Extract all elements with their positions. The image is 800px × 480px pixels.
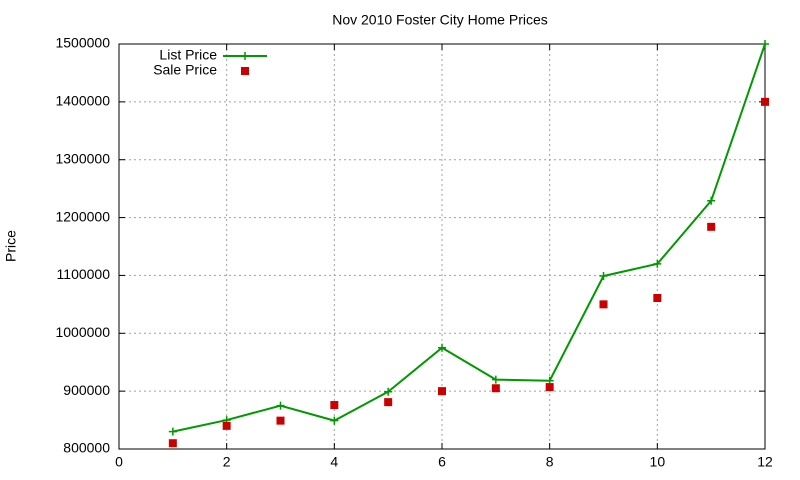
legend-marker xyxy=(241,67,249,75)
point xyxy=(761,40,769,48)
point xyxy=(599,300,608,309)
x-tick-label: 6 xyxy=(438,454,446,470)
chart-title: Nov 2010 Foster City Home Prices xyxy=(332,12,548,28)
x-tick-label: 8 xyxy=(546,454,554,470)
point xyxy=(330,401,339,410)
legend-label: List Price xyxy=(159,47,217,63)
point xyxy=(384,398,393,407)
point xyxy=(168,439,177,448)
point xyxy=(491,375,500,384)
point xyxy=(276,401,285,410)
plot-frame xyxy=(118,43,766,450)
point xyxy=(438,387,446,396)
legend-label: Sale Price xyxy=(153,62,217,78)
point xyxy=(276,416,285,425)
y-tick-label: 1400000 xyxy=(55,93,110,109)
point xyxy=(491,384,500,393)
point xyxy=(330,416,339,425)
y-tick-label: 1300000 xyxy=(55,150,110,166)
x-tick-label: 0 xyxy=(115,454,123,470)
y-tick-label: 1500000 xyxy=(55,35,110,51)
y-tick-label: 1100000 xyxy=(57,266,111,282)
point xyxy=(168,427,177,436)
point xyxy=(761,97,769,106)
point xyxy=(653,259,662,268)
y-tick-label: 1200000 xyxy=(55,208,110,224)
x-tick-label: 2 xyxy=(223,454,231,470)
x-tick-label: 12 xyxy=(757,454,773,470)
legend-marker xyxy=(241,52,249,60)
point xyxy=(707,196,716,205)
point xyxy=(653,293,662,302)
x-tick-label: 10 xyxy=(650,454,666,470)
y-tick-label: 900000 xyxy=(63,382,110,398)
point xyxy=(545,383,554,392)
point xyxy=(707,222,716,231)
y-tick-label: 1000000 xyxy=(55,324,110,340)
point xyxy=(438,343,446,352)
point xyxy=(384,387,393,396)
point xyxy=(599,272,608,281)
y-axis-label: Price xyxy=(3,230,19,262)
line xyxy=(172,43,766,433)
y-tick-label: 800000 xyxy=(63,440,110,456)
point xyxy=(222,421,231,430)
x-tick-label: 4 xyxy=(330,454,338,470)
